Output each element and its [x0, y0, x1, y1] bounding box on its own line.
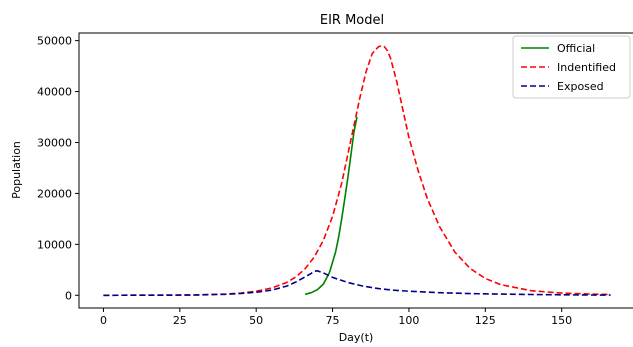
x-axis-label: Day(t): [339, 331, 374, 344]
y-tick-label: 40000: [37, 86, 72, 99]
legend-label-official: Official: [557, 42, 595, 55]
legend-box: [512, 35, 631, 99]
plot-frame: [78, 32, 633, 309]
legend: Official Indentified Exposed: [512, 35, 631, 99]
x-tick-label: 75: [326, 314, 340, 327]
x-axis: 0 25 50 75 100 125 150: [100, 308, 572, 327]
y-tick-label: 20000: [37, 187, 72, 200]
series-line-official: [304, 116, 358, 296]
x-tick-label: 100: [398, 314, 419, 327]
x-tick-label: 150: [551, 314, 572, 327]
legend-label-exposed: Exposed: [557, 80, 604, 93]
x-tick-label: 0: [100, 314, 107, 327]
y-axis: 0 10000 20000 30000 40000 50000: [37, 35, 79, 302]
y-tick-label: 30000: [37, 136, 72, 149]
x-tick-label: 25: [173, 314, 187, 327]
y-tick-label: 10000: [37, 238, 72, 251]
y-tick-label: 0: [65, 289, 72, 302]
y-axis-label: Population: [10, 141, 23, 199]
plot-area: [103, 44, 611, 297]
chart-title: EIR Model: [320, 13, 384, 28]
x-tick-label: 50: [249, 314, 263, 327]
x-tick-label: 125: [475, 314, 496, 327]
y-tick-label: 50000: [37, 35, 72, 48]
legend-label-indentified: Indentified: [557, 61, 616, 74]
series-line-indentified: [103, 44, 611, 297]
series-line-exposed: [103, 269, 611, 297]
